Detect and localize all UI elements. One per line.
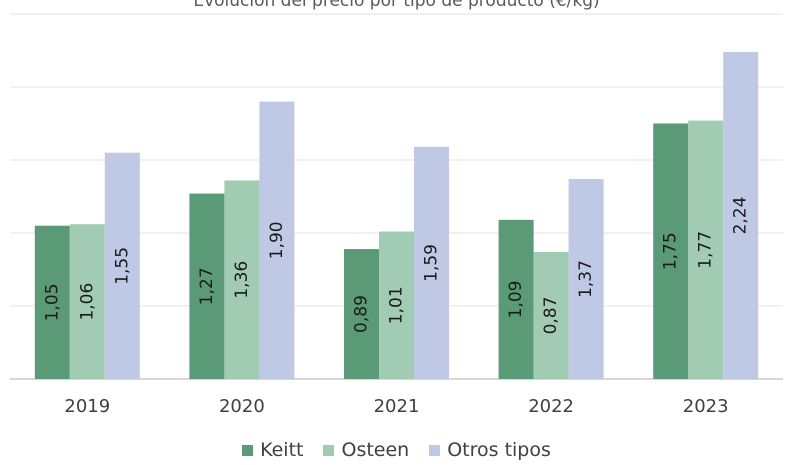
bar-otros-tipos-2020 bbox=[259, 101, 295, 379]
bar-otros-tipos-2023 bbox=[723, 51, 759, 380]
legend-label-osteen: Osteen bbox=[341, 439, 410, 461]
legend-swatch-otros bbox=[429, 444, 441, 456]
bar-otros-tipos-2019 bbox=[104, 152, 140, 379]
legend-swatch-osteen bbox=[323, 444, 335, 456]
bar-osteen-2022 bbox=[533, 251, 569, 379]
legend: Keitt Osteen Otros tipos bbox=[0, 439, 793, 461]
data-label: 0,87 bbox=[541, 297, 561, 335]
data-label: 1,09 bbox=[506, 281, 526, 319]
data-label: 1,27 bbox=[197, 267, 217, 305]
data-label: 1,05 bbox=[42, 283, 62, 321]
bar-otros-tipos-2022 bbox=[568, 178, 604, 379]
bar-keitt-2020 bbox=[189, 193, 225, 379]
data-label: 1,55 bbox=[112, 247, 132, 285]
data-label: 1,59 bbox=[422, 244, 442, 282]
bar-keitt-2019 bbox=[34, 225, 70, 379]
bar-osteen-2019 bbox=[69, 224, 105, 379]
x-tick-label: 2021 bbox=[374, 396, 420, 417]
legend-label-otros: Otros tipos bbox=[447, 439, 551, 461]
bar-keitt-2023 bbox=[653, 123, 689, 379]
data-label: 1,06 bbox=[77, 283, 97, 321]
bar-osteen-2023 bbox=[688, 120, 724, 379]
x-tick-label: 2019 bbox=[64, 396, 110, 417]
data-label: 0,89 bbox=[352, 295, 372, 333]
legend-label-keitt: Keitt bbox=[260, 439, 304, 461]
data-label: 1,90 bbox=[267, 221, 287, 259]
bar-keitt-2022 bbox=[498, 219, 534, 379]
data-label: 2,24 bbox=[731, 197, 751, 235]
legend-swatch-keitt bbox=[242, 444, 254, 456]
x-tick-label: 2023 bbox=[683, 396, 729, 417]
legend-item-otros: Otros tipos bbox=[429, 439, 551, 461]
bar-keitt-2021 bbox=[344, 249, 379, 379]
bar-osteen-2020 bbox=[224, 180, 260, 379]
chart-title: Evolución del precio por tipo de product… bbox=[193, 0, 600, 11]
data-label: 1,36 bbox=[232, 261, 252, 299]
data-label: 1,37 bbox=[576, 260, 596, 298]
data-label: 1,75 bbox=[661, 232, 681, 270]
legend-item-osteen: Osteen bbox=[323, 439, 409, 461]
data-label: 1,77 bbox=[696, 231, 716, 269]
bar-osteen-2021 bbox=[379, 231, 414, 379]
legend-item-keitt: Keitt bbox=[242, 439, 303, 461]
x-tick-label: 2020 bbox=[219, 396, 265, 417]
bar-otros-tipos-2021 bbox=[414, 146, 449, 379]
data-label: 1,01 bbox=[387, 286, 407, 324]
x-tick-label: 2022 bbox=[528, 396, 574, 417]
